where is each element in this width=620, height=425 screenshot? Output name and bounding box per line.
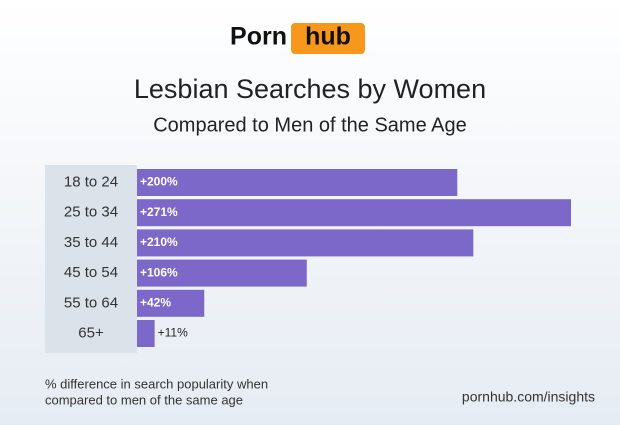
footnote: % difference in search popularity when	[45, 376, 268, 391]
value-label: +106%	[140, 265, 178, 279]
bar	[137, 169, 458, 196]
logo-right: hub	[305, 23, 351, 51]
value-label: +42%	[140, 295, 171, 309]
logo-box	[291, 23, 365, 54]
source: pornhub.com/insights	[462, 389, 595, 405]
category-label: 18 to 24	[64, 173, 118, 190]
bar	[137, 199, 571, 227]
bar	[137, 289, 205, 317]
category-label: 35 to 44	[64, 234, 118, 251]
logo-left: Porn	[230, 23, 287, 51]
footnote: compared to men of the same age	[45, 392, 243, 407]
value-label: +11%	[158, 326, 188, 340]
bar	[137, 320, 155, 347]
value-label: +271%	[140, 205, 178, 219]
category-panel	[45, 165, 137, 353]
category-label: 65+	[78, 324, 104, 341]
category-label: 45 to 54	[64, 264, 118, 281]
chart-title: Lesbian Searches by Women	[134, 74, 486, 104]
value-label: +200%	[140, 175, 178, 189]
chart-subtitle: Compared to Men of the Same Age	[153, 114, 467, 136]
value-label: +210%	[140, 235, 178, 249]
category-label: 55 to 64	[64, 294, 118, 311]
category-label: 25 to 34	[64, 204, 118, 221]
bar	[137, 229, 474, 257]
bar	[137, 259, 307, 287]
